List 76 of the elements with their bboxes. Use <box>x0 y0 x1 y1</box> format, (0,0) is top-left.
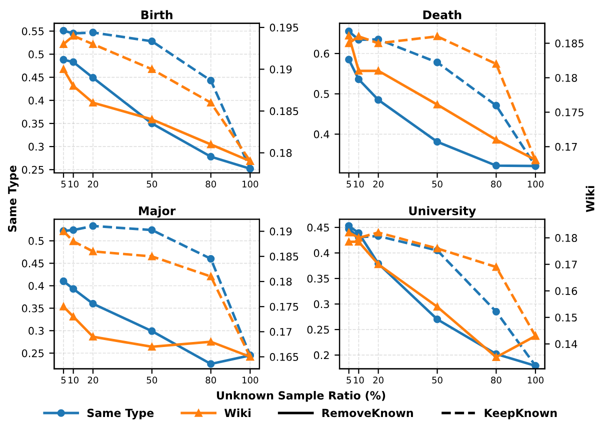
x-tick-label: 50 <box>432 376 442 384</box>
y2-tick-label: 0.185 <box>555 39 584 48</box>
y-tick-label: 0.3 <box>314 300 329 308</box>
text: KeepKnown <box>484 408 557 420</box>
y-tick-label: 0.3 <box>28 326 44 335</box>
y-axis-title: Same Type <box>8 166 19 232</box>
y2-tick-label: 0.175 <box>270 302 298 311</box>
y2-tick-label: 0.195 <box>270 24 298 32</box>
y-tick-label: 0.45 <box>307 224 329 232</box>
x-tick-label: 100 <box>528 376 544 384</box>
x-tick-label: 5 <box>346 180 351 188</box>
y2-tick-label: 0.18 <box>270 149 292 157</box>
x-tick-label: 20 <box>373 180 384 188</box>
x-tick-label: 100 <box>242 180 258 188</box>
x-tick-label: 50 <box>146 376 158 384</box>
x-tick-label: 5 <box>61 376 66 384</box>
y2-tick-label: 0.175 <box>555 108 584 116</box>
x-axis-title: Unknown Sample Ratio (%) <box>216 390 386 402</box>
y-tick-label: 0.2 <box>314 351 329 360</box>
y-tick-label: 0.25 <box>22 166 44 174</box>
y2-axis-title: Wiki <box>586 186 594 212</box>
y2-tick-label: 0.19 <box>270 65 292 74</box>
y-tick-label: 0.4 <box>314 130 330 138</box>
y2-tick-label: 0.16 <box>555 287 578 295</box>
x-tick-label: 80 <box>206 376 216 384</box>
legend-label: Wiki <box>224 408 250 417</box>
text: RemoveKnown <box>322 408 413 418</box>
x-tick-label: 80 <box>206 180 216 188</box>
x-tick-label: 80 <box>491 180 502 188</box>
x-tick-label: 10 <box>354 376 364 384</box>
x-tick-label: 50 <box>432 180 442 188</box>
y-tick-label: 0.25 <box>307 326 329 334</box>
y2-tick-label: 0.17 <box>555 142 577 151</box>
y-tick-label: 0.4 <box>28 282 44 290</box>
y2-tick-label: 0.17 <box>555 260 577 268</box>
x-tick-label: 100 <box>528 180 544 188</box>
legend-label: Same Type <box>87 408 154 420</box>
x-tick-label: 50 <box>146 180 158 188</box>
chart-title: Major <box>139 206 176 218</box>
y2-tick-label: 0.165 <box>270 353 298 361</box>
y-tick-label: 0.5 <box>314 90 329 98</box>
y2-tick-label: 0.18 <box>555 234 578 242</box>
y-tick-label: 0.45 <box>22 260 44 268</box>
y-tick-label: 0.5 <box>28 237 44 245</box>
y-tick-label: 0.35 <box>22 304 44 312</box>
x-tick-label: 5 <box>61 180 66 188</box>
x-tick-label: 10 <box>354 180 364 188</box>
y2-tick-label: 0.17 <box>270 328 292 336</box>
chart-title: University <box>409 206 476 218</box>
chart-title: Death <box>423 10 462 20</box>
y-tick-label: 0.55 <box>22 27 44 36</box>
y2-tick-label: 0.185 <box>270 107 298 116</box>
y2-tick-label: 0.14 <box>555 340 578 348</box>
y2-tick-label: 0.19 <box>270 228 292 236</box>
x-tick-label: 10 <box>68 180 78 188</box>
y-tick-label: 0.35 <box>22 120 44 128</box>
y-tick-label: 0.4 <box>28 96 44 104</box>
y-tick-label: 0.35 <box>307 274 329 283</box>
y-tick-label: 0.25 <box>22 349 44 358</box>
x-tick-label: 100 <box>242 376 258 384</box>
y-tick-label: 0.5 <box>28 50 44 58</box>
y2-tick-label: 0.18 <box>270 278 292 286</box>
x-tick-label: 80 <box>491 376 502 384</box>
y2-tick-label: 0.18 <box>555 74 578 82</box>
chart-title: Birth <box>141 10 172 20</box>
x-tick-label: 5 <box>346 376 351 384</box>
y-tick-label: 0.3 <box>28 142 44 151</box>
y-tick-label: 0.4 <box>314 249 330 258</box>
y-tick-label: 0.45 <box>22 74 44 82</box>
x-tick-label: 20 <box>373 376 384 384</box>
x-tick-label: 20 <box>88 376 98 384</box>
y-tick-label: 0.6 <box>314 50 330 58</box>
x-tick-label: 20 <box>88 180 98 188</box>
y2-tick-label: 0.15 <box>555 314 577 322</box>
x-tick-label: 10 <box>68 376 78 384</box>
y2-tick-label: 0.185 <box>270 252 298 261</box>
